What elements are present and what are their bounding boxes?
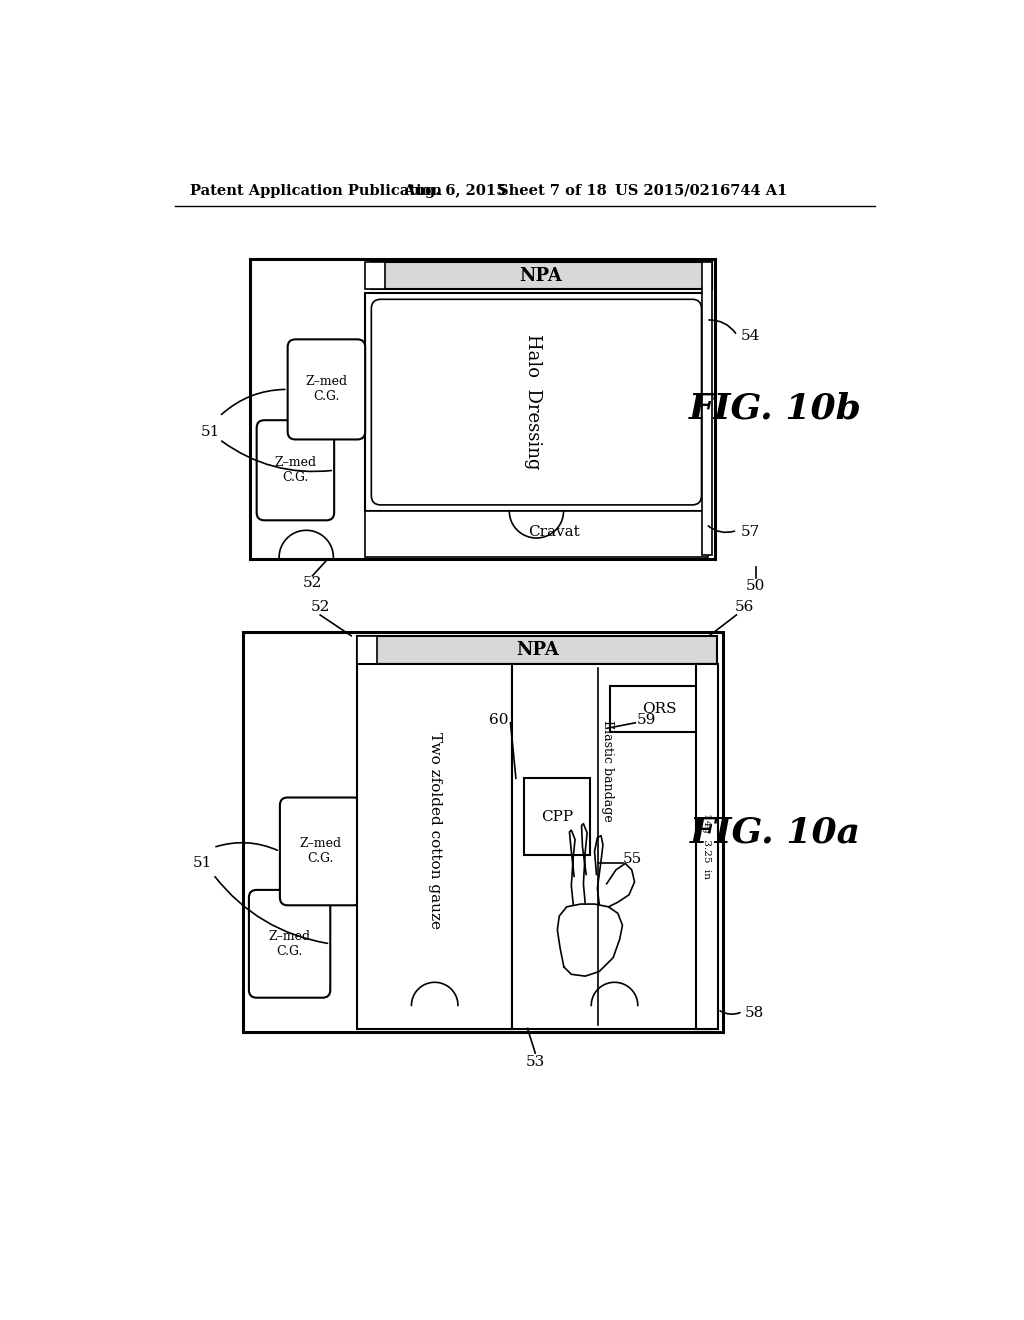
Text: Aug. 6, 2015: Aug. 6, 2015 (403, 183, 507, 198)
Text: 57: 57 (740, 525, 760, 539)
Text: Patent Application Publication: Patent Application Publication (190, 183, 442, 198)
Text: Elastic bandage: Elastic bandage (601, 719, 614, 821)
Text: Halo  Dressing: Halo Dressing (523, 334, 542, 470)
Text: FIG. 10b: FIG. 10b (689, 392, 861, 425)
Bar (357, 636, 377, 664)
Bar (523, 779, 591, 855)
Text: 51: 51 (193, 855, 212, 870)
Text: ORS: ORS (642, 702, 677, 715)
Bar (609, 686, 710, 733)
Bar (366, 293, 708, 511)
Text: Z–med
C.G.: Z–med C.G. (268, 929, 310, 958)
Bar (243, 632, 723, 1032)
Text: Z–med
C.G.: Z–med C.G. (300, 837, 342, 866)
Bar (512, 664, 717, 1028)
Text: 56: 56 (734, 601, 754, 614)
Text: 59: 59 (637, 714, 656, 727)
Bar (366, 263, 385, 289)
Text: Sheet 7 of 18: Sheet 7 of 18 (499, 183, 607, 198)
Text: 55: 55 (623, 853, 642, 866)
Text: 51: 51 (201, 425, 220, 438)
FancyBboxPatch shape (249, 890, 331, 998)
Text: CPP: CPP (541, 809, 573, 824)
Text: NPA: NPA (519, 267, 562, 285)
FancyBboxPatch shape (257, 420, 334, 520)
Text: 50: 50 (746, 578, 765, 593)
Text: 14g  3.25  in: 14g 3.25 in (702, 813, 712, 879)
Bar (696, 664, 718, 1028)
Text: NPA: NPA (516, 642, 559, 659)
Text: US 2015/0216744 A1: US 2015/0216744 A1 (614, 183, 787, 198)
Text: Z–med
C.G.: Z–med C.G. (274, 457, 316, 484)
Text: 60: 60 (488, 714, 508, 727)
FancyBboxPatch shape (280, 797, 361, 906)
Bar (701, 263, 712, 554)
Bar (357, 664, 512, 1028)
Text: 52: 52 (310, 601, 330, 614)
Text: 52: 52 (303, 577, 323, 590)
Text: 58: 58 (744, 1006, 764, 1020)
Bar (251, 259, 716, 558)
Text: 53: 53 (525, 1055, 545, 1069)
FancyBboxPatch shape (372, 300, 701, 506)
Bar (366, 511, 708, 557)
Text: Two zfolded cotton gauze: Two zfolded cotton gauze (428, 733, 441, 929)
Text: 54: 54 (740, 329, 760, 342)
Text: Z–med
C.G.: Z–med C.G. (305, 375, 347, 404)
Text: FIG. 10a: FIG. 10a (689, 816, 860, 849)
FancyBboxPatch shape (288, 339, 366, 440)
Bar (371, 263, 712, 289)
Bar (357, 636, 717, 664)
Text: Cravat: Cravat (527, 525, 580, 539)
